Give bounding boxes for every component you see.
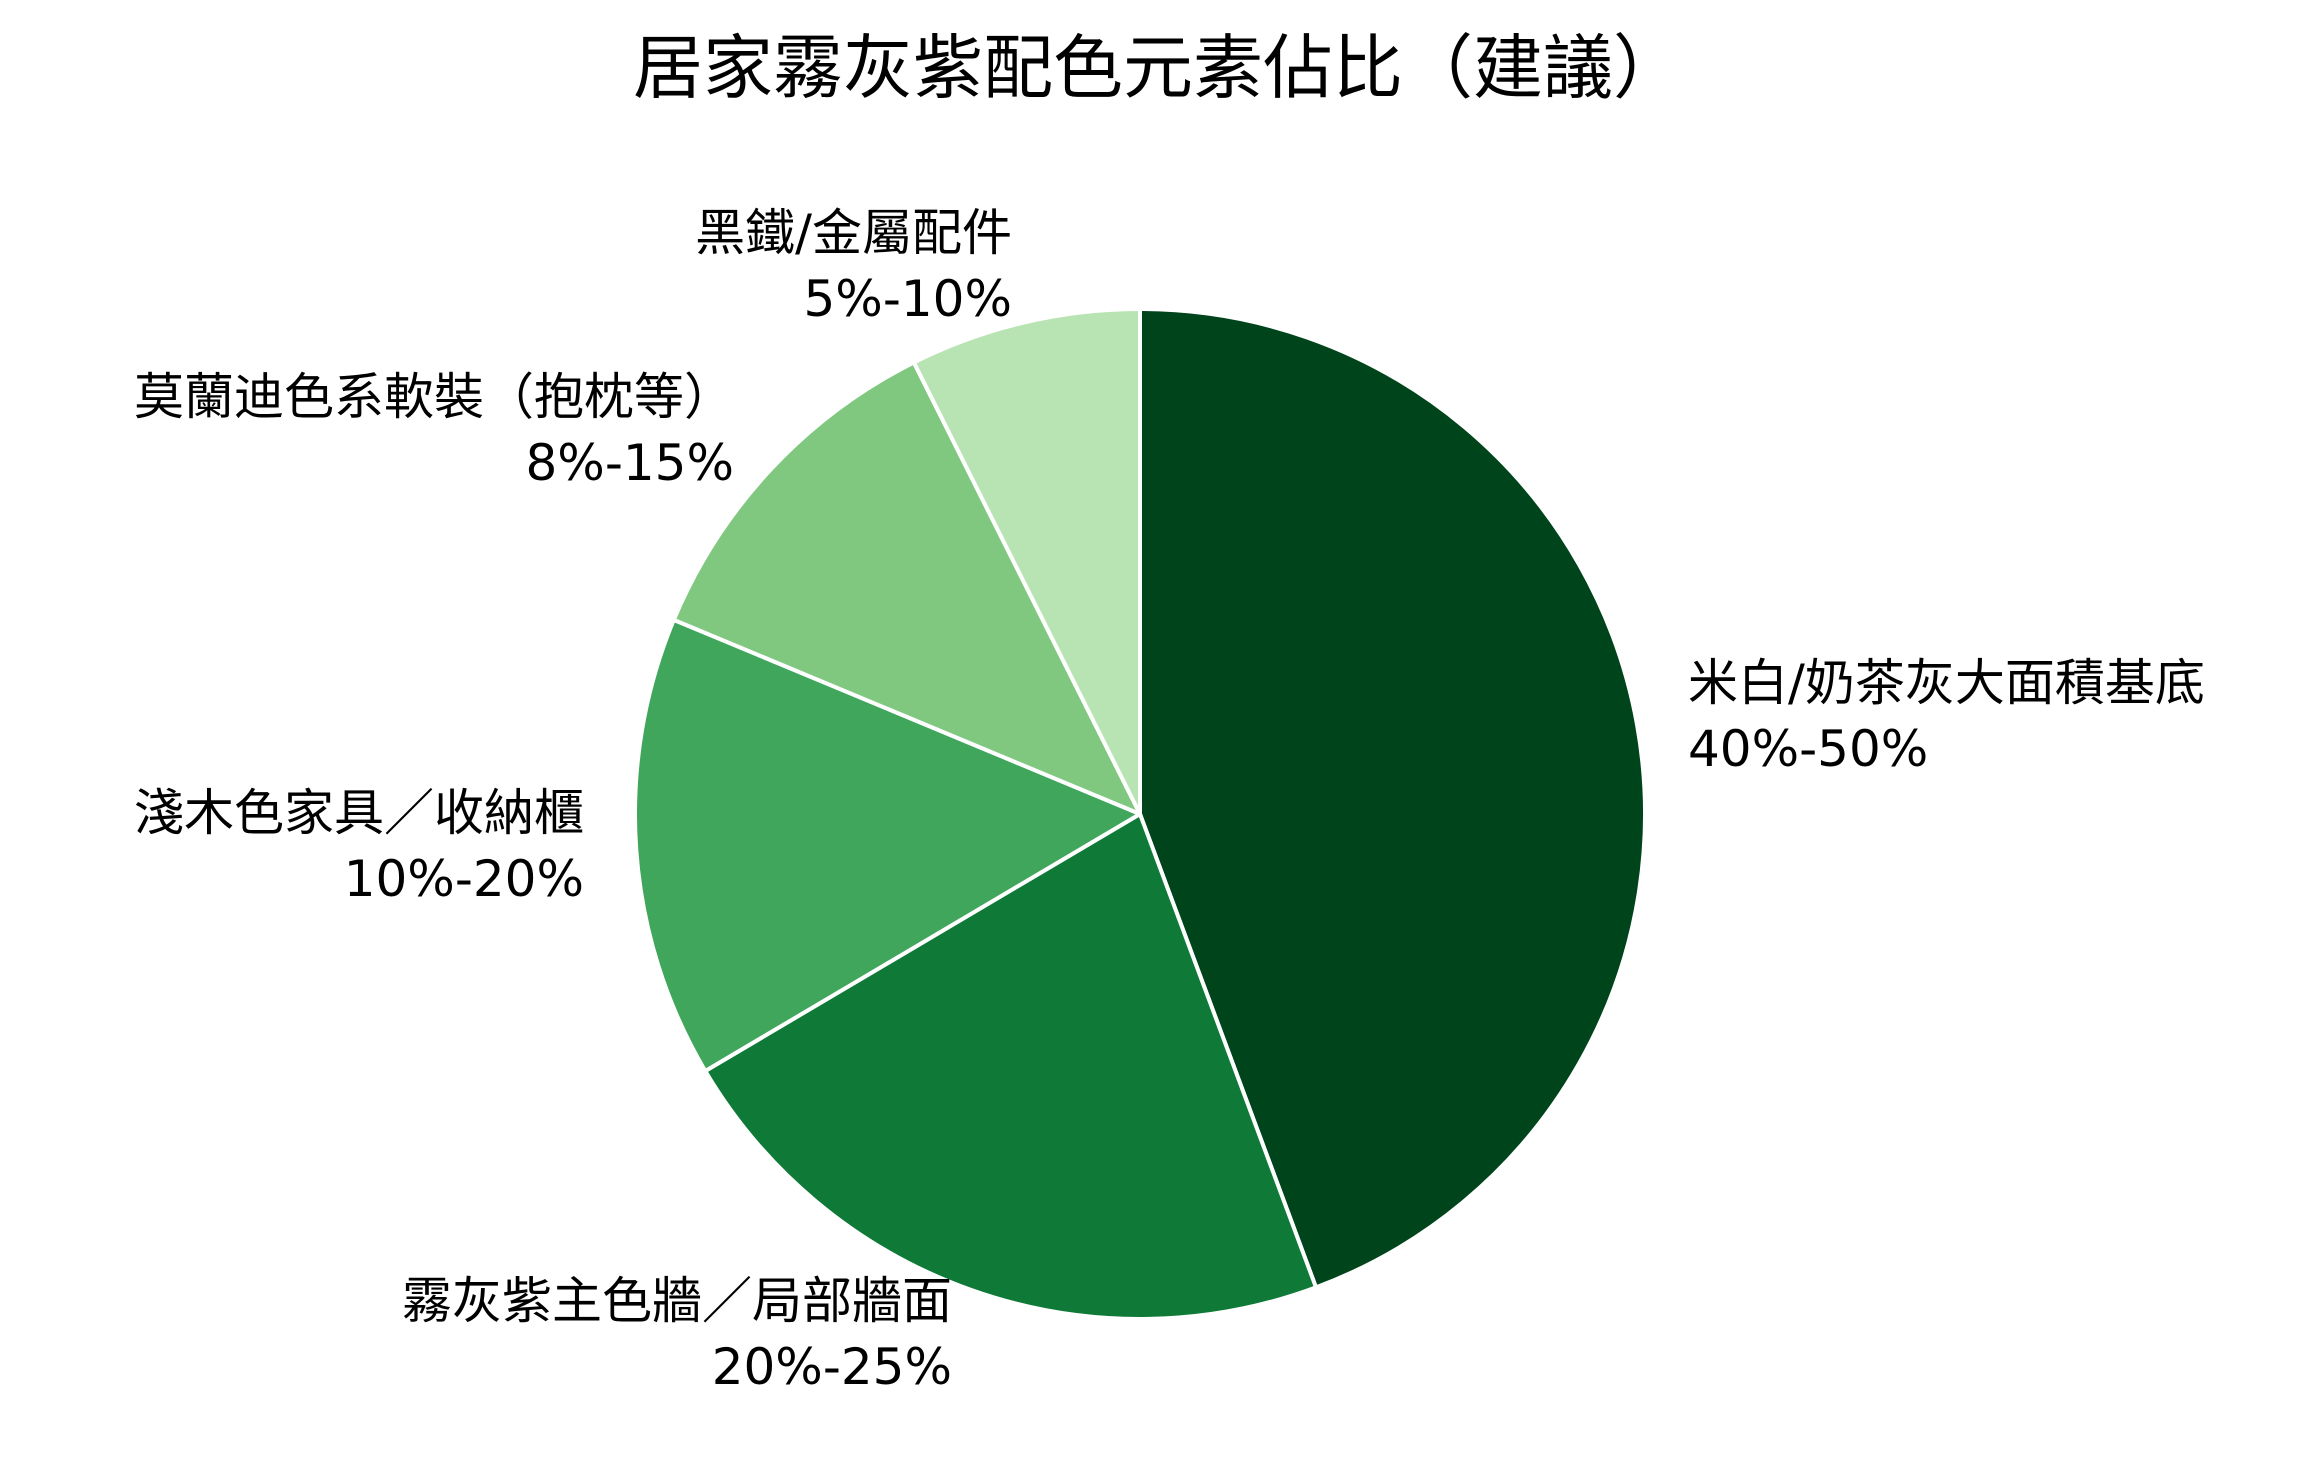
- slice-label: 霧灰紫主色牆／局部牆面: [402, 1272, 952, 1330]
- pie-labels: 米白/奶茶灰大面積基底 40%-50% 霧灰紫主色牆／局部牆面 20%-25% 淺木色家…: [134, 204, 2205, 1396]
- pie-slices: [633, 307, 1648, 1321]
- slice-label: 黑鐵/金屬配件: [695, 204, 1012, 262]
- slice-range-label: 8%-15%: [526, 434, 735, 492]
- pie-slice: [671, 360, 1142, 816]
- slice-range-label: 40%-50%: [1688, 720, 1928, 778]
- pie-slice: [1138, 307, 1648, 1290]
- chart-title: 居家霧灰紫配色元素佔比（建議）: [633, 27, 1683, 109]
- pie-slice: [911, 307, 1142, 816]
- pie-slice: [633, 617, 1142, 1073]
- slice-label: 淺木色家具／收納櫃: [134, 784, 584, 842]
- slice-range-label: 10%-20%: [344, 850, 584, 908]
- slice-label: 莫蘭迪色系軟裝（抱枕等）: [134, 368, 734, 426]
- slice-label: 米白/奶茶灰大面積基底: [1688, 654, 2205, 712]
- slice-range-label: 5%-10%: [804, 270, 1013, 328]
- pie-slice: [703, 812, 1318, 1321]
- slice-range-label: 20%-25%: [712, 1338, 952, 1396]
